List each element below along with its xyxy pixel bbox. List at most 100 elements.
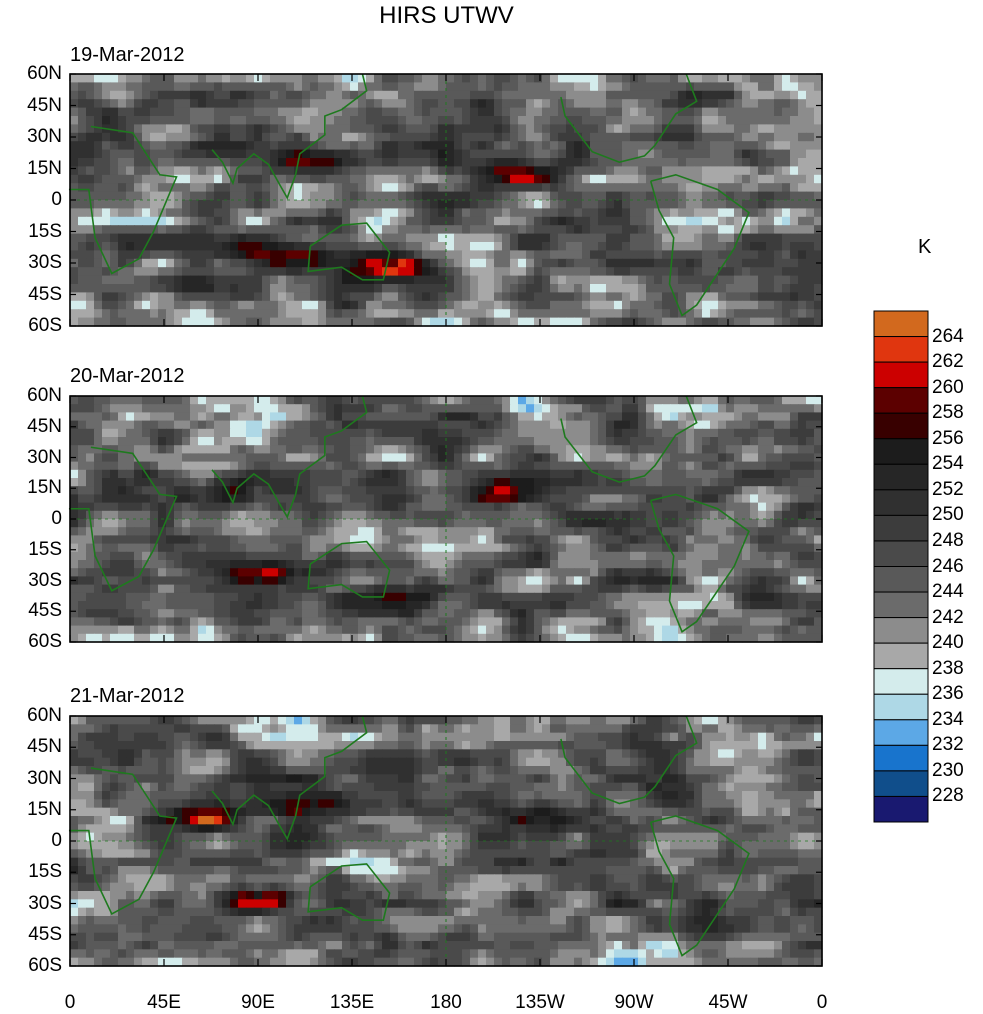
field-cell: [374, 99, 383, 109]
field-cell: [454, 149, 463, 159]
field-cell: [334, 576, 343, 586]
field-cell: [318, 225, 327, 235]
field-cell: [814, 527, 823, 536]
field-cell: [670, 535, 679, 545]
field-cell: [350, 208, 359, 218]
field-cell: [438, 292, 447, 302]
field-cell: [502, 461, 511, 471]
field-cell: [102, 486, 111, 495]
field-cell: [126, 90, 135, 100]
field-cell: [382, 141, 391, 151]
field-cell: [814, 267, 823, 277]
field-cell: [150, 478, 159, 487]
field-cell: [286, 258, 295, 268]
field-cell: [430, 428, 439, 438]
field-cell: [718, 225, 727, 235]
field-cell: [414, 560, 423, 569]
field-cell: [430, 527, 439, 536]
field-cell: [286, 116, 295, 125]
field-cell: [286, 284, 295, 293]
field-cell: [206, 191, 215, 201]
field-cell: [782, 478, 791, 487]
field-cell: [566, 527, 575, 536]
field-cell: [302, 469, 311, 479]
field-cell: [582, 527, 591, 536]
field-cell: [174, 576, 183, 586]
field-cell: [558, 453, 567, 463]
field-cell: [278, 250, 287, 260]
field-cell: [342, 242, 351, 251]
field-cell: [550, 275, 559, 285]
field-cell: [814, 124, 823, 134]
field-cell: [542, 576, 551, 586]
field-cell: [422, 560, 431, 569]
field-cell: [750, 267, 759, 277]
field-cell: [614, 99, 623, 109]
field-cell: [342, 82, 351, 92]
field-cell: [262, 90, 271, 100]
field-cell: [358, 284, 367, 293]
field-cell: [558, 149, 567, 159]
field-cell: [94, 420, 103, 430]
field-cell: [238, 317, 247, 327]
field-cell: [406, 396, 415, 405]
field-cell: [486, 428, 495, 438]
field-cell: [454, 174, 463, 184]
field-cell: [742, 191, 751, 201]
field-cell: [702, 404, 711, 413]
field-cell: [302, 519, 311, 528]
field-cell: [238, 90, 247, 100]
field-cell: [654, 107, 663, 117]
field-cell: [270, 275, 279, 285]
field-cell: [742, 396, 751, 405]
field-cell: [502, 445, 511, 454]
field-cell: [718, 396, 727, 405]
field-cell: [486, 560, 495, 569]
field-cell: [262, 502, 271, 512]
field-cell: [70, 317, 79, 327]
field-cell: [350, 174, 359, 184]
field-cell: [78, 233, 87, 243]
field-cell: [318, 82, 327, 92]
field-cell: [638, 543, 647, 553]
field-cell: [166, 396, 175, 405]
field-cell: [414, 461, 423, 471]
field-cell: [342, 208, 351, 218]
field-cell: [534, 233, 543, 243]
field-cell: [246, 90, 255, 100]
field-cell: [606, 486, 615, 495]
field-cell: [374, 132, 383, 142]
field-cell: [214, 225, 223, 235]
field-cell: [542, 132, 551, 142]
field-cell: [422, 267, 431, 277]
field-cell: [342, 99, 351, 109]
field-cell: [598, 149, 607, 159]
field-cell: [630, 453, 639, 463]
field-cell: [94, 208, 103, 218]
field-cell: [294, 275, 303, 285]
field-cell: [398, 116, 407, 125]
field-cell: [702, 183, 711, 193]
field-cell: [742, 461, 751, 471]
field-cell: [454, 469, 463, 479]
field-cell: [534, 284, 543, 293]
field-cell: [462, 502, 471, 512]
field-cell: [566, 510, 575, 520]
field-cell: [94, 412, 103, 422]
field-cell: [782, 510, 791, 520]
field-cell: [78, 317, 87, 327]
field-cell: [358, 494, 367, 504]
field-cell: [654, 560, 663, 569]
field-cell: [350, 74, 359, 83]
field-cell: [454, 412, 463, 422]
field-cell: [550, 486, 559, 495]
field-cell: [214, 284, 223, 293]
field-cell: [486, 132, 495, 142]
field-cell: [462, 461, 471, 471]
field-cell: [350, 469, 359, 479]
field-cell: [638, 486, 647, 495]
field-cell: [742, 478, 751, 487]
field-cell: [150, 428, 159, 438]
field-cell: [798, 82, 807, 92]
field-cell: [814, 292, 823, 302]
